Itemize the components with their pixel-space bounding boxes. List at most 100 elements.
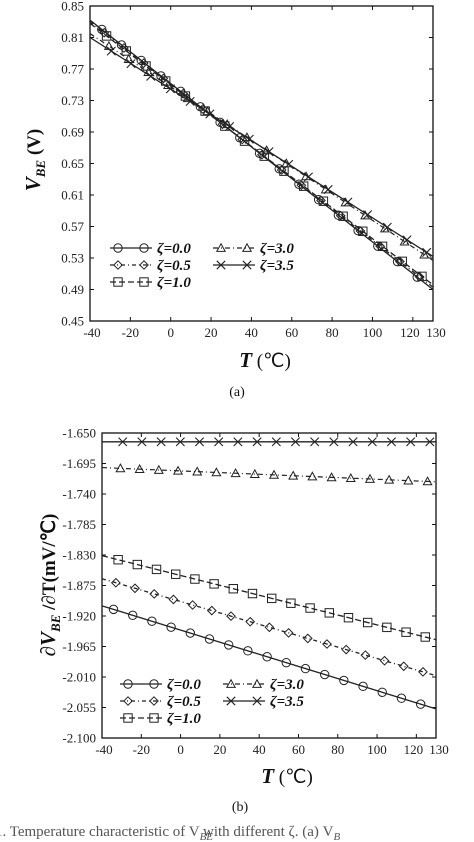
- caption-sub: BE: [199, 831, 214, 842]
- data-point: [230, 468, 241, 478]
- x-tick-label: -20: [122, 325, 139, 340]
- data-point: [302, 633, 313, 644]
- data-point: [182, 92, 193, 103]
- data-point: [343, 197, 353, 207]
- y-tick-label: 0.65: [61, 156, 84, 171]
- x-tick-label: 60: [292, 742, 305, 757]
- series-diamond: [101, 577, 437, 677]
- data-point: [163, 79, 174, 90]
- data-point: [362, 210, 373, 220]
- data-point: [211, 467, 222, 477]
- legend-marker: [242, 260, 252, 270]
- data-point: [237, 134, 248, 145]
- data-point: [329, 437, 339, 447]
- data-point: [420, 632, 430, 642]
- legend-marker: [149, 696, 159, 706]
- legend-label: ζ=0.5: [157, 258, 191, 274]
- y-tick-label: -1.650: [62, 426, 96, 441]
- x-tick-label: 40: [245, 325, 258, 340]
- data-point: [319, 669, 330, 680]
- y-tick-label: 0.69: [61, 125, 84, 140]
- legend-item-diamond: ζ=0.5: [110, 258, 191, 274]
- y-tick-label: 0.53: [61, 251, 84, 266]
- data-point: [403, 475, 414, 485]
- data-point: [300, 663, 311, 674]
- series-circle: [101, 604, 437, 710]
- data-point: [156, 437, 166, 447]
- data-point: [358, 226, 368, 236]
- legend-marker: [149, 713, 159, 723]
- figure-caption: g. 1. Temperature characteristic of VBE …: [0, 824, 474, 842]
- data-point: [264, 622, 275, 633]
- data-point: [415, 699, 426, 709]
- y-tick-label: -1.920: [62, 609, 96, 624]
- x-axis-title: T (℃): [239, 348, 291, 372]
- data-point: [172, 465, 184, 475]
- x-tick-label: 100: [367, 742, 387, 757]
- x-tick-label: 100: [363, 325, 383, 340]
- data-point: [214, 437, 224, 447]
- data-point: [345, 472, 356, 483]
- legend-marker: [139, 277, 149, 287]
- series-line: [89, 21, 434, 288]
- data-point: [284, 159, 294, 169]
- data-point: [288, 470, 299, 480]
- data-point: [132, 559, 143, 570]
- legend-label: ζ=3.0: [270, 677, 304, 693]
- data-point: [168, 594, 179, 605]
- data-point: [323, 184, 333, 195]
- data-point: [290, 437, 301, 447]
- data-point: [398, 661, 409, 672]
- x-axis-title: T (℃): [261, 764, 313, 788]
- legend-item-square: ζ=1.0: [110, 275, 191, 291]
- x-tick-label: 120: [400, 325, 420, 340]
- data-point: [406, 437, 416, 447]
- x-tick-label: 120: [404, 742, 424, 757]
- legend-marker: [123, 696, 133, 706]
- data-point: [341, 644, 352, 655]
- legend-marker: [226, 696, 236, 706]
- series-square: [101, 555, 437, 642]
- data-point: [262, 652, 272, 662]
- data-point: [243, 646, 253, 656]
- data-point: [209, 579, 219, 589]
- data-point: [166, 622, 176, 632]
- y-tick-label: -2.010: [62, 670, 96, 685]
- x-tick-label: 80: [326, 325, 339, 340]
- data-point: [377, 241, 388, 252]
- data-point: [153, 464, 164, 474]
- y-tick-label: 0.85: [61, 0, 84, 14]
- data-point: [412, 272, 422, 282]
- legend-marker: [215, 242, 227, 252]
- x-tick-label: 40: [253, 742, 266, 757]
- data-point: [313, 195, 324, 205]
- y-tick-label: -1.830: [62, 548, 96, 563]
- legend-label: ζ=3.5: [260, 258, 294, 274]
- legend-label: ζ=3.5: [270, 694, 304, 710]
- data-point: [115, 463, 126, 473]
- legend-label: ζ=0.0: [157, 241, 191, 257]
- x-tick-label: 20: [213, 742, 226, 757]
- data-point: [316, 195, 326, 206]
- caption-text: g. 1. Temperature characteristic of V: [0, 824, 200, 840]
- data-point: [417, 271, 427, 282]
- legend-label: ζ=3.0: [260, 241, 294, 257]
- series-line: [101, 466, 437, 483]
- data-point: [305, 603, 315, 613]
- series-triangle: [101, 463, 437, 486]
- y-tick-label: -1.695: [62, 456, 96, 471]
- data-point: [192, 466, 203, 476]
- x-tick-label: -20: [133, 742, 150, 757]
- data-point: [397, 256, 407, 267]
- data-point: [108, 604, 119, 615]
- y-tick-label: 0.77: [61, 62, 84, 77]
- data-point: [128, 610, 138, 621]
- legend-marker: [123, 679, 133, 689]
- y-tick-label: -1.740: [62, 487, 96, 502]
- data-point: [151, 564, 162, 575]
- data-point: [364, 473, 376, 483]
- data-point: [121, 46, 131, 56]
- legend-marker: [225, 678, 237, 688]
- legend-item-cross: ζ=3.5: [223, 694, 304, 710]
- data-point: [224, 121, 235, 132]
